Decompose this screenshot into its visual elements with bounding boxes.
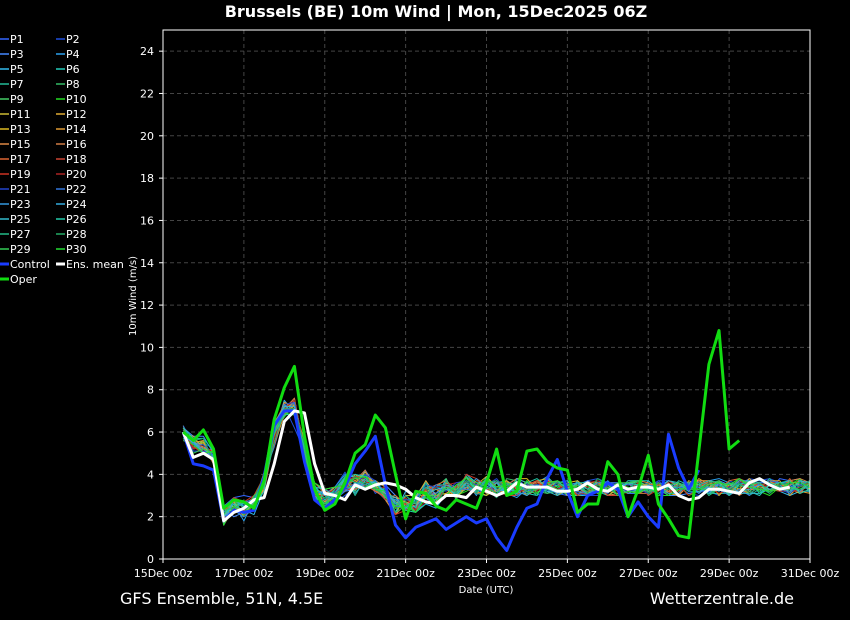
legend-label: P6: [66, 63, 80, 76]
y-tick-label: 0: [147, 553, 154, 566]
y-tick-label: 10: [140, 341, 154, 354]
x-tick-label: 15Dec 00z: [134, 567, 193, 580]
legend-label: P25: [10, 213, 31, 226]
y-tick-label: 4: [147, 468, 154, 481]
legend-label: P7: [10, 78, 24, 91]
series-line-ens-mean: [181, 409, 791, 523]
y-tick-label: 16: [140, 214, 154, 227]
y-tick-label: 18: [140, 172, 154, 185]
legend-label: P29: [10, 243, 31, 256]
plot-area: [162, 29, 811, 560]
legend-label: P12: [66, 108, 87, 121]
chart-title: Brussels (BE) 10m Wind | Mon, 15Dec2025 …: [225, 2, 648, 22]
x-axis: 15Dec 00z 17Dec 00z 19Dec 00z 21Dec 00z 23De…: [134, 559, 840, 580]
y-axis-label: 10m Wind (m/s): [128, 256, 139, 336]
legend-label: Ens. mean: [66, 258, 124, 271]
legend-label: P23: [10, 198, 31, 211]
y-tick-label: 22: [140, 87, 154, 100]
y-tick-label: 12: [140, 299, 154, 312]
legend-label: P2: [66, 33, 80, 46]
legend-label: P24: [66, 198, 87, 211]
legend-label: P15: [10, 138, 31, 151]
series-line-p26: [182, 412, 811, 516]
y-tick-label: 8: [147, 384, 154, 397]
legend-label: P26: [66, 213, 87, 226]
legend-label: Control: [10, 258, 50, 271]
series-line-p28: [182, 408, 811, 522]
x-tick-label: 31Dec 00z: [781, 567, 840, 580]
series-line-oper: [182, 329, 741, 540]
legend-label: P21: [10, 183, 31, 196]
legend-label: P9: [10, 93, 24, 106]
x-tick-label: 27Dec 00z: [619, 567, 678, 580]
x-tick-label: 19Dec 00z: [295, 567, 354, 580]
legend-label: P10: [66, 93, 87, 106]
legend-label: P20: [66, 168, 87, 181]
legend-label: P22: [66, 183, 87, 196]
legend-label: P1: [10, 33, 24, 46]
footer-site: Wetterzentrale.de: [650, 589, 794, 608]
legend: P1 P2 P3 P4 P5 P6 P7 P8 P9 P10 P11 P12 P13 P14 P15 P16 P…: [0, 33, 124, 286]
y-tick-label: 6: [147, 426, 154, 439]
y-tick-label: 20: [140, 130, 154, 143]
x-tick-label: 25Dec 00z: [538, 567, 597, 580]
legend-label: P16: [66, 138, 87, 151]
legend-label: P4: [66, 48, 80, 61]
y-tick-label: 24: [140, 45, 154, 58]
legend-label: P27: [10, 228, 31, 241]
x-tick-label: 29Dec 00z: [700, 567, 759, 580]
x-tick-label: 21Dec 00z: [376, 567, 435, 580]
y-tick-label: 14: [140, 257, 154, 270]
series-line-p30: [182, 412, 811, 526]
x-tick-label: 23Dec 00z: [457, 567, 516, 580]
legend-label: P13: [10, 123, 31, 136]
legend-label: Oper: [10, 273, 37, 286]
legend-label: P28: [66, 228, 87, 241]
legend-label: P19: [10, 168, 31, 181]
legend-label: P8: [66, 78, 80, 91]
legend-label: P30: [66, 243, 87, 256]
footer-source: GFS Ensemble, 51N, 4.5E: [120, 589, 323, 608]
legend-label: P3: [10, 48, 24, 61]
x-tick-label: 17Dec 00z: [215, 567, 274, 580]
legend-label: P14: [66, 123, 87, 136]
legend-label: P11: [10, 108, 31, 121]
series-layer: [181, 329, 811, 552]
legend-label: P18: [66, 153, 87, 166]
series-line-p25: [183, 406, 811, 518]
legend-label: P5: [10, 63, 24, 76]
y-tick-label: 2: [147, 511, 154, 524]
x-axis-label: Date (UTC): [459, 585, 514, 596]
legend-label: P17: [10, 153, 31, 166]
